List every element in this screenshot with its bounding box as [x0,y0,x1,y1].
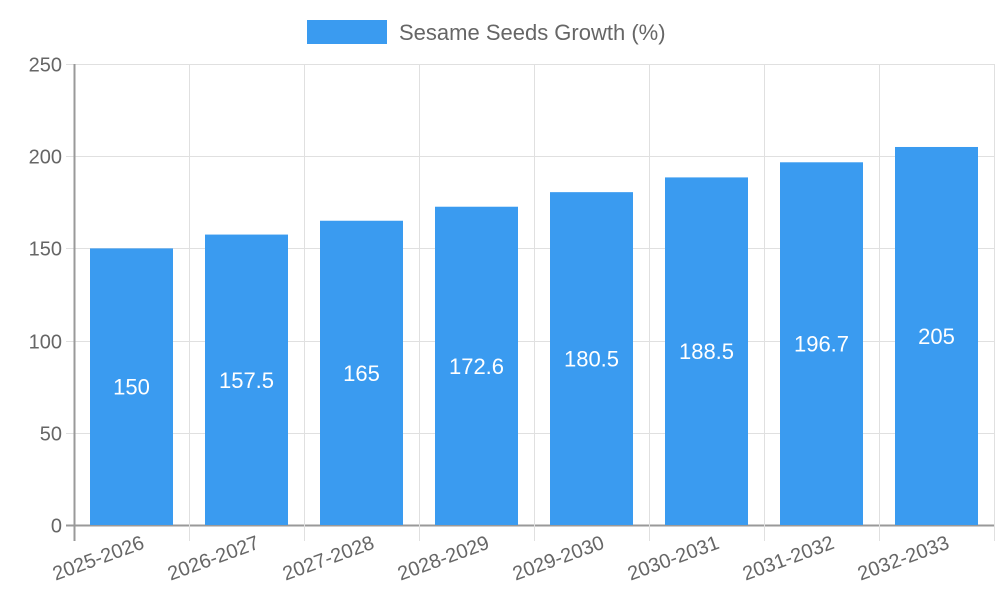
bar[interactable] [205,234,288,525]
legend-label: Sesame Seeds Growth (%) [399,20,666,45]
bar-value-label: 205 [918,324,955,349]
x-axis: 2025-2026 2026-2027 2027-2028 2028-2029 2029… [50,532,952,585]
x-tick-label: 2026-2027 [165,532,262,585]
x-tick-label: 2028-2029 [395,532,492,585]
bar-value-label: 165 [343,361,380,386]
y-tick-label: 0 [51,516,62,538]
legend-swatch [307,20,387,44]
bar-value-label: 180.5 [564,347,619,372]
y-tick-label: 250 [29,55,62,77]
y-axis: 0 50 100 150 200 250 [29,55,62,538]
x-tick-label: 2032-2033 [855,532,952,585]
bar-value-label: 188.5 [679,339,734,364]
x-tick-label: 2027-2028 [280,532,377,585]
y-tick-label: 200 [29,147,62,169]
bar[interactable] [665,177,748,525]
x-tick-label: 2030-2031 [625,532,722,585]
bar[interactable] [320,220,403,526]
bars: 150 157.5 165 172.6 180.5 188.5 196.7 205 [90,146,978,526]
x-tick-label: 2025-2026 [50,532,147,585]
legend[interactable]: Sesame Seeds Growth (%) [307,20,666,45]
bar[interactable] [435,206,518,526]
bar[interactable] [90,248,173,525]
bar[interactable] [895,146,978,526]
bar[interactable] [550,192,633,525]
x-tick-label: 2029-2030 [510,532,607,585]
bar-value-label: 196.7 [794,332,849,357]
y-tick-label: 50 [40,424,62,446]
x-tick-label: 2031-2032 [740,532,837,585]
y-tick-label: 150 [29,239,62,261]
bar-value-label: 172.6 [449,354,504,379]
bar-value-label: 150 [113,375,150,400]
y-tick-label: 100 [29,332,62,354]
bar[interactable] [780,162,863,525]
bar-value-label: 157.5 [219,368,274,393]
